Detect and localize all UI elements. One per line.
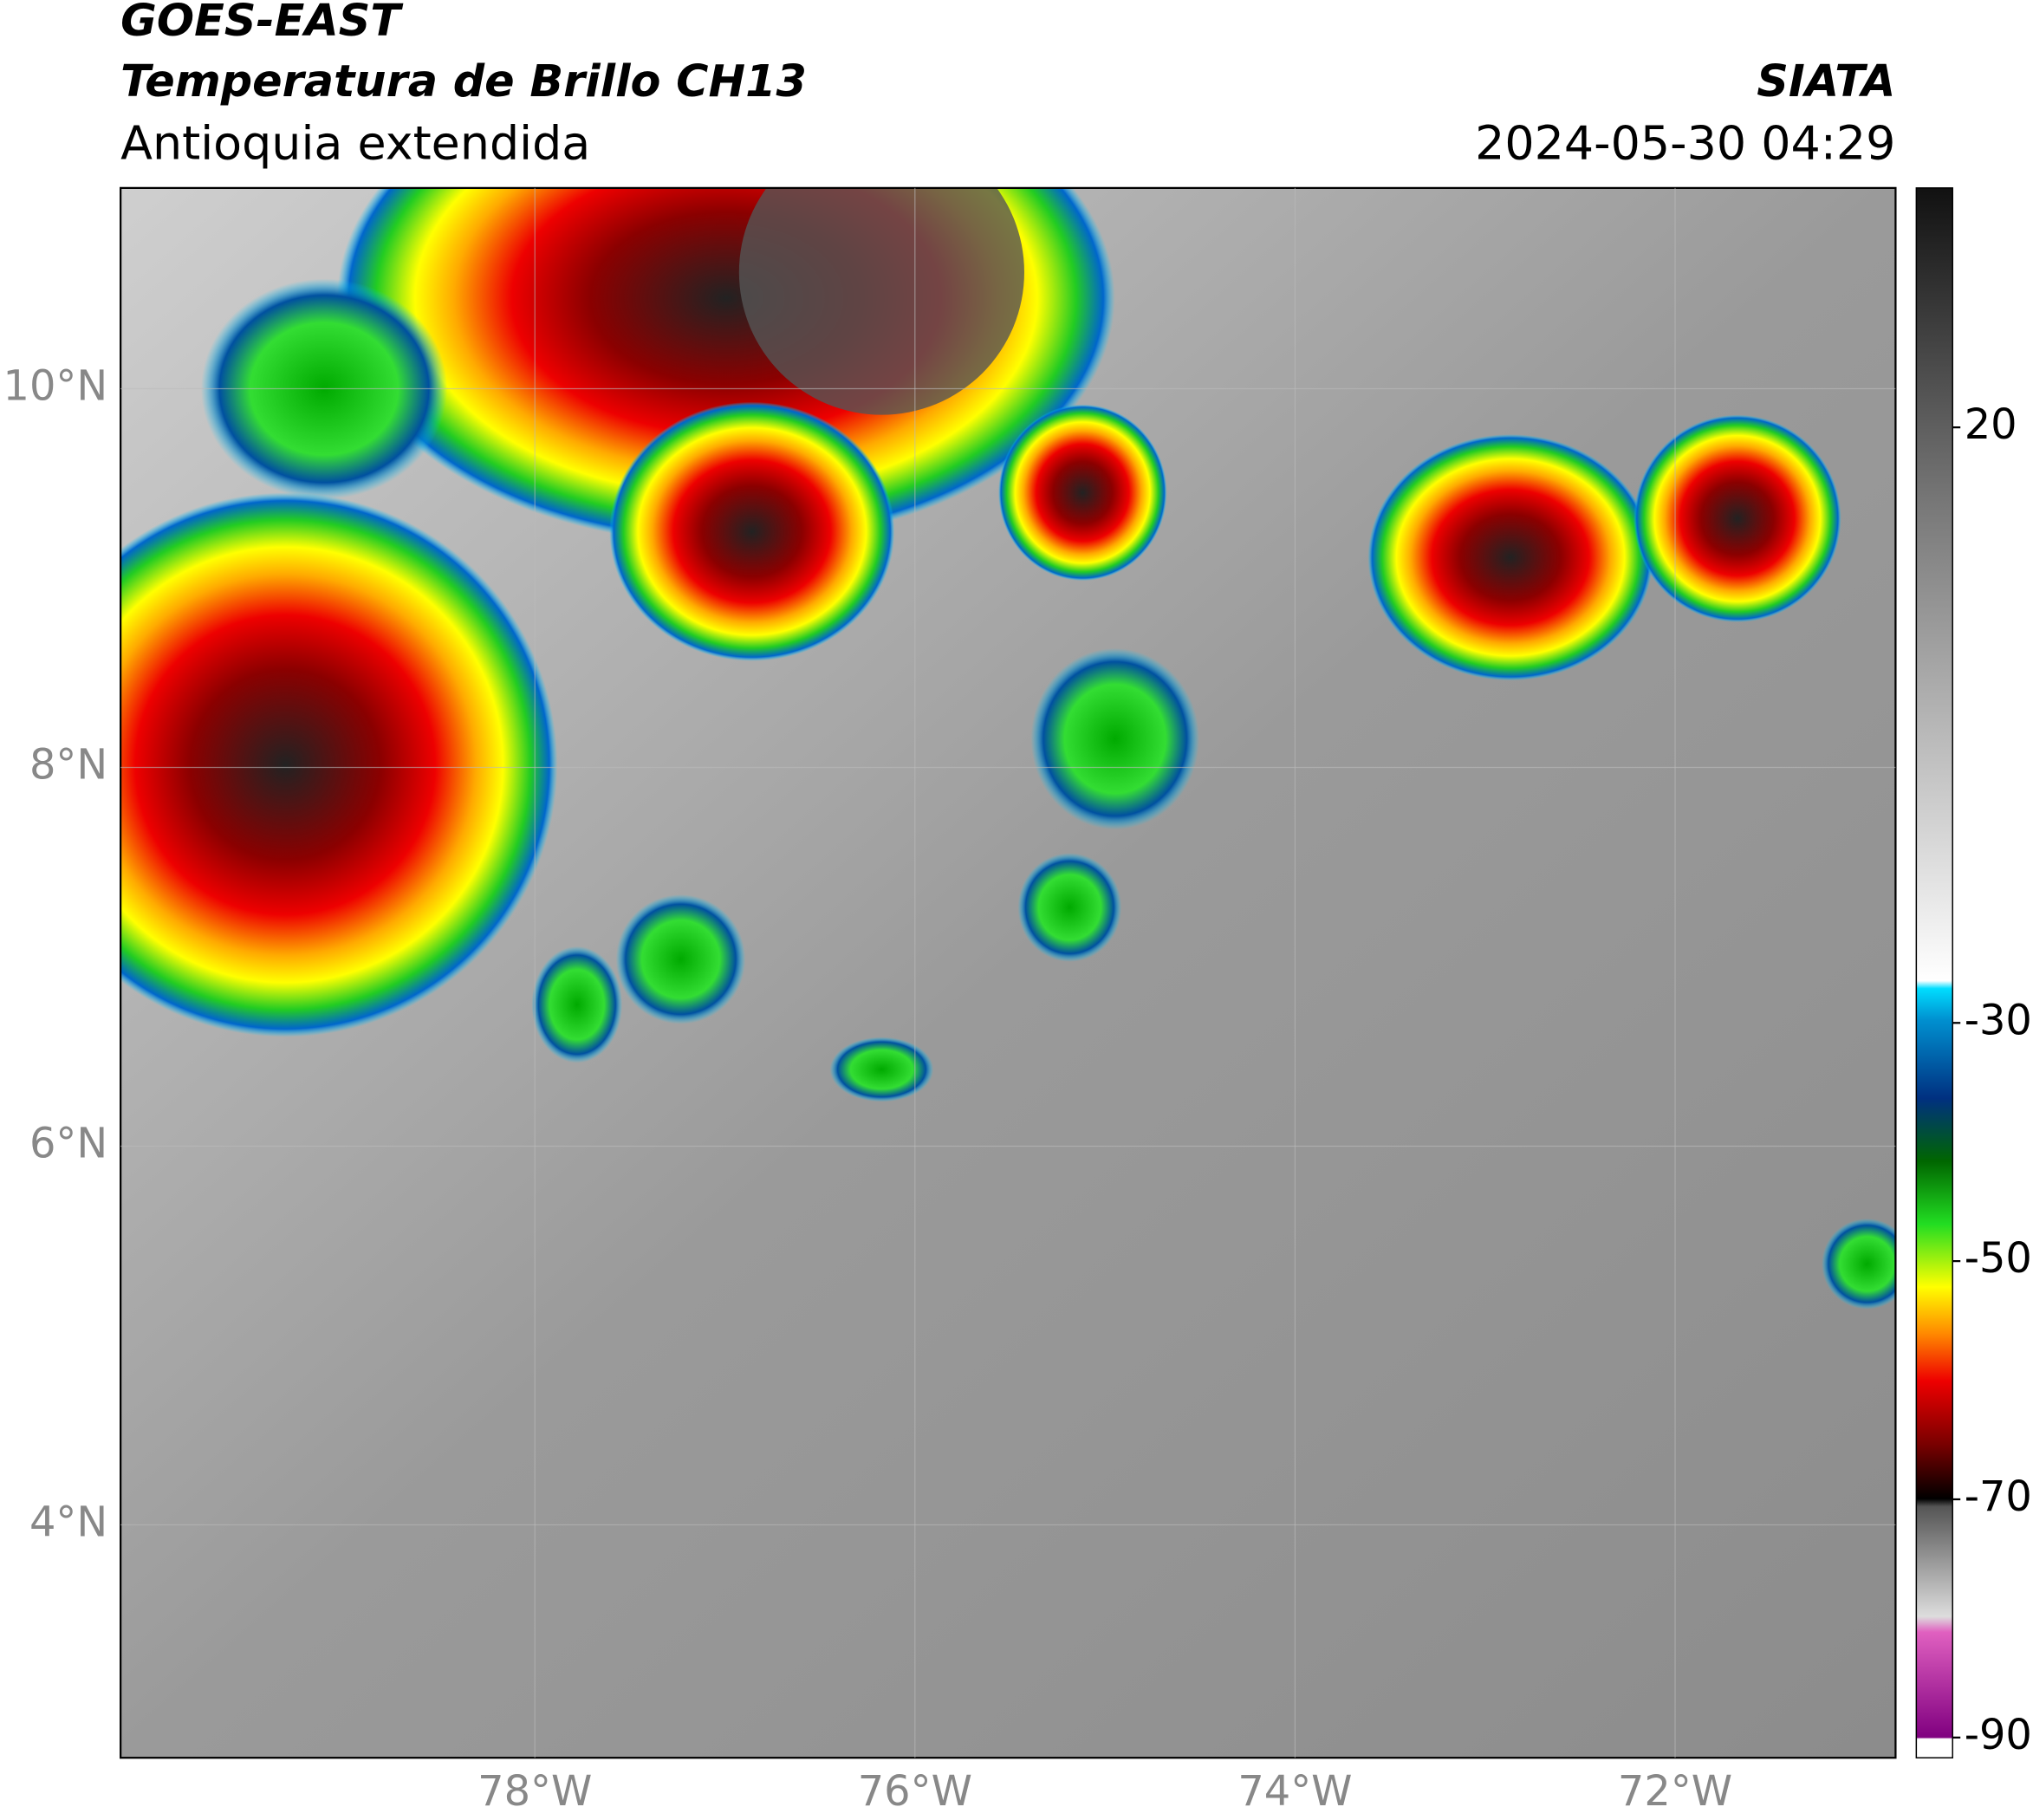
cloud-cluster	[1367, 434, 1653, 681]
lat-tick-label: 6°N	[29, 1120, 107, 1167]
region: Antioquia extendida	[120, 116, 590, 171]
cloud-cluster	[998, 404, 1167, 582]
lat-tick-label: 4°N	[29, 1498, 107, 1546]
colorbar-tick-label: -70	[1965, 1473, 2032, 1521]
cloud-cluster	[120, 492, 558, 1037]
cloud-cluster	[1634, 414, 1841, 622]
cloud-top	[738, 187, 1024, 415]
cloud-cluster	[531, 946, 623, 1063]
lon-tick-label: 72°W	[1618, 1768, 1732, 1816]
cloud-cluster	[1017, 853, 1122, 962]
lon-tick-label: 74°W	[1237, 1768, 1352, 1816]
satellite-map	[120, 187, 1896, 1758]
colorbar-tick-label: -90	[1965, 1712, 2032, 1759]
colorbar-tick-label: 20	[1965, 401, 2017, 449]
cloud-cluster	[1822, 1218, 1896, 1310]
cloud-cluster	[829, 1037, 934, 1102]
lat-tick-label: 8°N	[29, 741, 107, 789]
map-frame	[120, 186, 1897, 1759]
lat-tick-label: 10°N	[3, 362, 108, 410]
subtitle: Temperatura de Brillo CH13	[120, 55, 807, 107]
title: GOES-EAST	[120, 0, 404, 46]
colorbar-tick-label: -50	[1965, 1235, 2032, 1283]
colorbar	[1915, 187, 1953, 1758]
cloud-cluster	[1030, 647, 1199, 830]
cloud-cluster	[615, 894, 746, 1024]
lon-tick-label: 78°W	[477, 1768, 592, 1816]
lon-tick-label: 76°W	[858, 1768, 972, 1816]
datetime: 2024-05-30 04:29	[1475, 116, 1895, 171]
colorbar-tick-label: -30	[1965, 997, 2032, 1044]
cloud-cluster	[609, 401, 895, 661]
source: SIATA	[1757, 55, 1895, 107]
